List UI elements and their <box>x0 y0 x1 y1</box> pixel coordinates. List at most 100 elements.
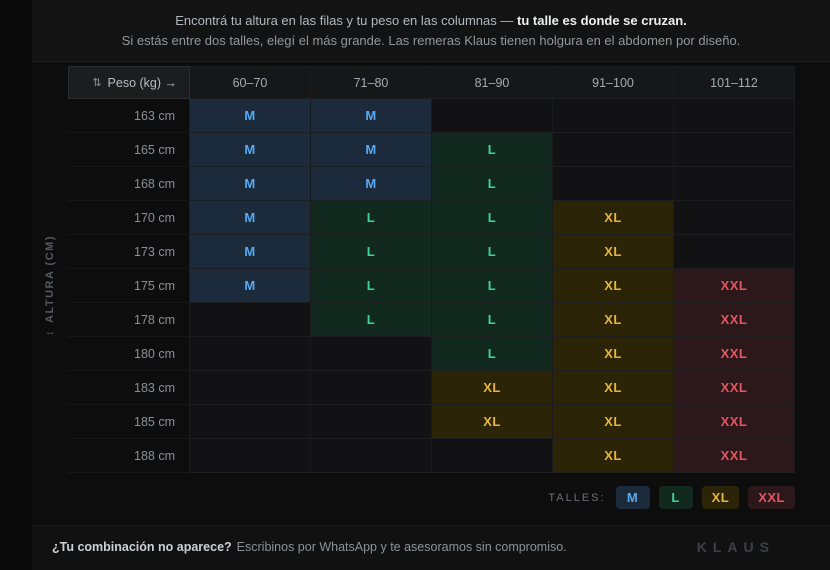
height-row-label: 178 cm <box>68 303 190 337</box>
height-row-label: 175 cm <box>68 269 190 303</box>
size-cell-empty <box>190 405 311 439</box>
size-cell-m: M <box>190 269 311 303</box>
table-row: 183 cm XL XL XXL <box>68 371 795 405</box>
height-row-label: 168 cm <box>68 167 190 201</box>
table-row: 165 cm M M L <box>68 133 795 167</box>
intro-line1-bold: tu talle es donde se cruzan. <box>517 13 687 28</box>
weight-col-header: 71–80 <box>311 66 432 99</box>
height-row-label: 183 cm <box>68 371 190 405</box>
size-cell-xxl: XXL <box>674 269 795 303</box>
size-cell-xl: XL <box>553 235 674 269</box>
intro-header: Encontrá tu altura en las filas y tu pes… <box>32 0 830 62</box>
size-cell-empty <box>190 371 311 405</box>
weight-col-header: 81–90 <box>432 66 553 99</box>
legend-badge-m: M <box>615 486 650 509</box>
size-cell-m: M <box>311 167 432 201</box>
intro-line-1: Encontrá tu altura en las filas y tu pes… <box>175 13 687 28</box>
size-cell-empty <box>674 133 795 167</box>
height-row-label: 188 cm <box>68 439 190 473</box>
size-cell-empty <box>311 371 432 405</box>
sort-arrows-icon: ⇅ <box>92 77 102 89</box>
size-cell-xl: XL <box>432 371 553 405</box>
size-cell-xxl: XXL <box>674 371 795 405</box>
footer: ¿Tu combinación no aparece? Escribinos po… <box>32 526 830 568</box>
size-cell-l: L <box>311 201 432 235</box>
size-cell-empty <box>674 167 795 201</box>
size-cell-l: L <box>432 235 553 269</box>
size-cell-empty <box>190 439 311 473</box>
size-cell-xl: XL <box>553 201 674 235</box>
size-legend: TALLES: M L XL XXL <box>548 486 795 509</box>
axis-label-text: ALTURA (CM) <box>44 235 56 324</box>
size-cell-empty <box>553 167 674 201</box>
size-cell-xl: XL <box>553 371 674 405</box>
size-cell-empty <box>311 337 432 371</box>
brand-wordmark: KLAUS <box>696 539 775 555</box>
table-row: 180 cm L XL XXL <box>68 337 795 371</box>
size-cell-xxl: XXL <box>674 439 795 473</box>
footer-text: ¿Tu combinación no aparece? Escribinos po… <box>52 540 567 554</box>
height-row-label: 170 cm <box>68 201 190 235</box>
size-cell-empty <box>311 439 432 473</box>
size-cell-l: L <box>311 303 432 337</box>
size-cell-l: L <box>432 303 553 337</box>
table-row: 188 cm XL XXL <box>68 439 795 473</box>
size-cell-m: M <box>190 99 311 133</box>
vertical-arrow-icon: ↕ <box>44 329 56 337</box>
size-cell-empty <box>190 303 311 337</box>
size-cell-xxl: XXL <box>674 303 795 337</box>
weight-col-header: 60–70 <box>190 66 311 99</box>
height-row-label: 185 cm <box>68 405 190 439</box>
table-row: 168 cm M M L <box>68 167 795 201</box>
peso-corner-cell: ⇅ Peso (kg) → <box>68 66 190 99</box>
size-cell-l: L <box>432 337 553 371</box>
legend-badge-l: L <box>658 486 693 509</box>
height-row-label: 165 cm <box>68 133 190 167</box>
size-cell-xxl: XXL <box>674 337 795 371</box>
size-cell-empty <box>674 201 795 235</box>
size-cell-m: M <box>190 133 311 167</box>
size-chart-section: ↕ ALTURA (CM) ⇅ Peso (kg) → 60–70 71–80 81… <box>32 62 830 526</box>
page-content: Encontrá tu altura en las filas y tu pes… <box>32 0 830 570</box>
size-cell-empty <box>674 99 795 133</box>
size-cell-l: L <box>432 201 553 235</box>
height-row-label: 173 cm <box>68 235 190 269</box>
size-cell-xl: XL <box>432 405 553 439</box>
size-cell-xl: XL <box>553 269 674 303</box>
intro-line-2: Si estás entre dos talles, elegí el más … <box>121 33 741 48</box>
size-cell-xxl: XXL <box>674 405 795 439</box>
footer-question: ¿Tu combinación no aparece? <box>52 540 232 554</box>
size-cell-empty <box>432 439 553 473</box>
legend-badge-xl: XL <box>701 486 740 509</box>
size-table: ⇅ Peso (kg) → 60–70 71–80 81–90 91–100 101–1… <box>68 66 795 473</box>
table-header-row: ⇅ Peso (kg) → 60–70 71–80 81–90 91–100 101–1… <box>68 66 795 99</box>
size-cell-m: M <box>311 99 432 133</box>
size-cell-empty <box>674 235 795 269</box>
size-cell-empty <box>553 133 674 167</box>
size-cell-m: M <box>190 235 311 269</box>
legend-label: TALLES: <box>548 491 606 504</box>
whatsapp-cta-link[interactable]: Escribinos por WhatsApp y te asesoramos … <box>236 540 567 554</box>
size-cell-l: L <box>311 269 432 303</box>
height-row-label: 180 cm <box>68 337 190 371</box>
size-cell-xl: XL <box>553 303 674 337</box>
peso-header-label: Peso (kg) → <box>107 75 177 90</box>
weight-col-header: 91–100 <box>553 66 674 99</box>
size-cell-xl: XL <box>553 439 674 473</box>
intro-line1-normal: Encontrá tu altura en las filas y tu pes… <box>175 13 517 28</box>
table-body: 163 cm M M 165 cm M M L 168 cm M M L 170 cm M L L XL 173… <box>68 99 795 473</box>
size-cell-m: M <box>190 167 311 201</box>
table-row: 185 cm XL XL XXL <box>68 405 795 439</box>
size-cell-l: L <box>432 269 553 303</box>
size-cell-empty <box>432 99 553 133</box>
size-cell-m: M <box>190 201 311 235</box>
size-cell-xl: XL <box>553 405 674 439</box>
height-row-label: 163 cm <box>68 99 190 133</box>
size-cell-empty <box>553 99 674 133</box>
table-row: 173 cm M L L XL <box>68 235 795 269</box>
table-row: 170 cm M L L XL <box>68 201 795 235</box>
altura-axis-label: ↕ ALTURA (CM) <box>32 99 68 473</box>
size-cell-empty <box>190 337 311 371</box>
table-row: 175 cm M L L XL XXL <box>68 269 795 303</box>
size-cell-l: L <box>311 235 432 269</box>
